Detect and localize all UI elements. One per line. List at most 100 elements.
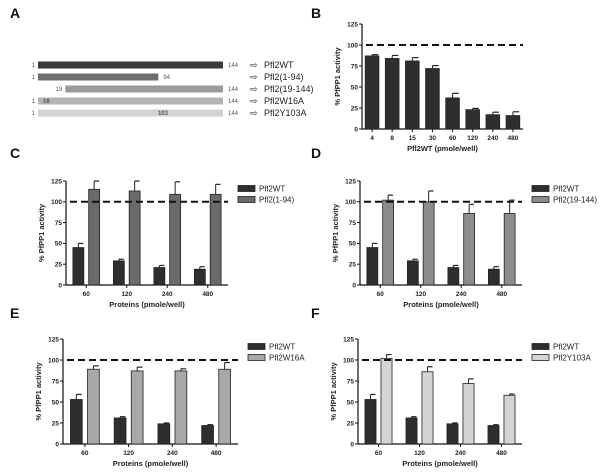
y-tick-label: 25 <box>52 420 60 427</box>
legend-swatch <box>531 185 550 192</box>
construct-end-label: 94 <box>163 75 170 81</box>
y-tick-label: 75 <box>55 220 63 227</box>
construct-arrow-icon: ⇨ <box>250 84 258 94</box>
bar <box>218 368 231 445</box>
x-tick-label: 480 <box>496 450 507 457</box>
x-axis-label: Proteins (pmole/well) <box>403 300 479 309</box>
x-tick-label: 60 <box>81 450 89 457</box>
bar <box>503 394 516 445</box>
bar <box>70 399 83 445</box>
x-tick-label: 8 <box>390 135 394 142</box>
construct-arrow-icon: ⇨ <box>250 108 258 118</box>
legend-swatch <box>531 196 550 203</box>
construct-bar <box>38 97 223 105</box>
y-tick-label: 125 <box>347 21 358 28</box>
x-tick-label: 60 <box>449 135 457 142</box>
bar <box>505 115 521 130</box>
x-tick-label: 4 <box>370 135 374 142</box>
construct-arrow-icon: ⇨ <box>250 72 258 82</box>
y-tick-label: 50 <box>55 241 63 248</box>
bar <box>174 370 188 445</box>
y-tick-label: 125 <box>343 336 354 343</box>
x-tick-label: 480 <box>496 291 507 298</box>
construct-end-label: 144 <box>228 87 239 93</box>
x-tick-label: 480 <box>202 291 213 298</box>
x-tick-label: 480 <box>211 450 222 457</box>
bar <box>87 368 100 445</box>
bar <box>445 97 460 130</box>
y-tick-label: 0 <box>354 126 358 133</box>
y-tick-label: 100 <box>345 199 356 206</box>
y-tick-label: 100 <box>51 199 62 206</box>
bar <box>364 55 380 130</box>
bar <box>421 371 434 445</box>
y-tick-label: 0 <box>58 282 62 289</box>
bar <box>153 267 166 286</box>
y-tick-label: 0 <box>55 441 59 448</box>
legend-swatch <box>247 343 266 350</box>
panel-d-chart: 0 25 50 75 100 125 % PfPP1 activity 60 120 240 480… <box>331 178 597 309</box>
y-tick-label: 25 <box>349 262 357 269</box>
construct-name: Pfl2Y103A <box>264 108 307 118</box>
x-axis-label: Proteins (pmole/well) <box>113 459 189 468</box>
x-tick-label: 30 <box>429 135 437 142</box>
bar <box>446 423 459 445</box>
legend-label: Pfl2WT <box>259 185 285 194</box>
x-tick-label: 240 <box>455 450 466 457</box>
bar <box>405 60 420 130</box>
panel-f-chart: 0 25 50 75 100 125 % PfPP1 activity 60 120 240 480… <box>329 336 591 468</box>
y-tick-label: 50 <box>351 84 359 91</box>
legend-label: Pfl2Y103A <box>553 354 591 363</box>
legend-label: Pfl2WT <box>553 343 579 352</box>
x-tick-label: 60 <box>375 450 383 457</box>
y-tick-label: 75 <box>52 378 60 385</box>
x-axis-label: Pfl2WT (pmole/well) <box>407 144 478 153</box>
construct-start-label: 1 <box>32 75 36 81</box>
legend-label: Pfl2WT <box>553 185 579 194</box>
bar <box>485 114 501 130</box>
panel-label-b: B <box>311 5 321 21</box>
panel-c-chart: 0 25 50 75 100 125 % PfPP1 activity 60 120 240 480… <box>37 178 294 309</box>
y-tick-label: 75 <box>351 63 359 70</box>
y-tick-label: 75 <box>347 378 355 385</box>
panel-e-chart: 0 25 50 75 100 125 % PfPP1 activity 60 120 240 480… <box>34 336 305 468</box>
bar <box>462 383 475 445</box>
bar <box>88 188 101 286</box>
construct-bar <box>38 109 223 117</box>
x-tick-label: 15 <box>409 135 417 142</box>
bar <box>209 193 222 286</box>
bar <box>405 417 418 445</box>
legend-swatch <box>237 196 256 203</box>
y-tick-label: 0 <box>350 441 354 448</box>
y-axis-label: % PfPP1 activity <box>333 46 342 105</box>
y-tick-label: 125 <box>48 336 59 343</box>
bar <box>463 213 476 286</box>
panel-b-chart: 0 25 50 75 100 125 % PfPP1 activity 4 8 15 30 60 120… <box>333 21 523 153</box>
bar <box>382 199 395 286</box>
construct-name: Pfl2(19-144) <box>264 84 314 94</box>
x-tick-label: 120 <box>414 450 425 457</box>
x-tick-label: 120 <box>121 291 132 298</box>
bar <box>112 260 125 286</box>
y-tick-label: 25 <box>55 262 63 269</box>
bar <box>422 201 435 286</box>
construct-mutation-label: 16 <box>43 99 50 105</box>
panel-label-a: A <box>10 5 20 21</box>
legend-swatch <box>531 343 550 350</box>
x-tick-label: 120 <box>415 291 426 298</box>
bar <box>128 190 141 286</box>
y-tick-label: 50 <box>52 399 60 406</box>
bar <box>487 425 500 445</box>
bar <box>425 68 440 130</box>
bar <box>130 370 144 445</box>
legend-label: Pfl2(1-94) <box>259 196 294 205</box>
bar <box>157 423 171 445</box>
construct-bar <box>38 73 159 81</box>
x-tick-label: 240 <box>162 291 173 298</box>
x-axis-label: Proteins (pmole/well) <box>402 459 478 468</box>
y-tick-label: 125 <box>345 178 356 185</box>
bar <box>384 58 400 130</box>
x-tick-label: 60 <box>83 291 91 298</box>
legend-swatch <box>247 354 266 361</box>
construct-start-label: 19 <box>56 87 63 93</box>
